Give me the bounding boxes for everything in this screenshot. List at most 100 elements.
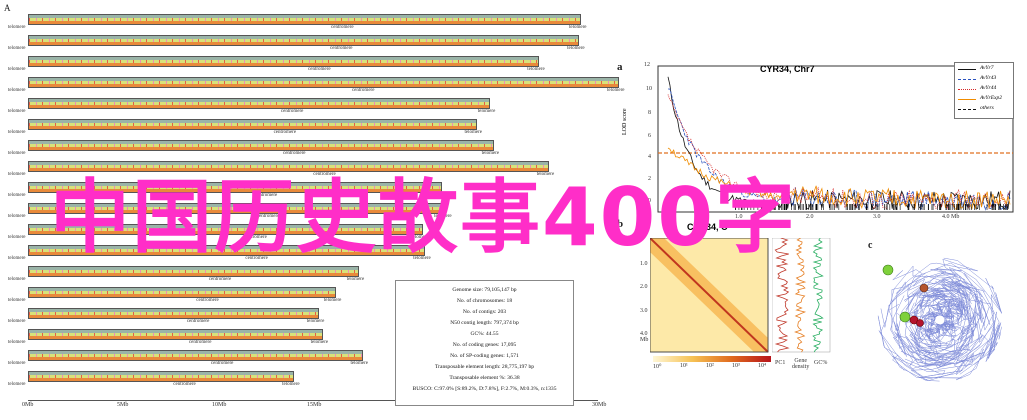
chromosome-bar (28, 287, 336, 298)
chromosome-bar (28, 161, 549, 172)
hic-heatmap (650, 238, 769, 353)
lod-ytick-0: 0 (648, 198, 651, 204)
lod-xtick-3: 3.0 (873, 214, 881, 220)
chromatin-strand (895, 258, 978, 294)
lod-rug (735, 204, 1008, 210)
chromatin-strand (927, 321, 956, 348)
chromosome-bar (28, 308, 319, 319)
chromatin-strand (936, 307, 990, 375)
chromatin-strand (918, 273, 958, 307)
genome-3d-structure (877, 257, 1002, 382)
track-gc (812, 238, 824, 353)
stat-contigs: No. of contigs: 203 (462, 309, 507, 315)
hic-tracks (772, 238, 831, 353)
lod-ytick-12: 12 (644, 62, 650, 68)
karyogram-x-tick: 30Mb (592, 402, 607, 408)
telomere-label: telomere (350, 361, 369, 366)
centromere-label: centromere (196, 298, 219, 303)
red-locus-2 (916, 319, 924, 327)
chromosome-bar (28, 182, 443, 193)
telomere-label: telomere (8, 67, 26, 72)
lod-trace-avyr7 (667, 76, 1011, 211)
lod-xtick-4: 4.0 Mb (942, 214, 960, 220)
telomere-label: telomere (481, 151, 500, 156)
karyogram-x-tick: 5Mb (117, 402, 129, 408)
stat-te-percent: Transposable element %: 36.38 (449, 375, 520, 381)
chromatin-strand (920, 328, 976, 367)
lod-ytick-4: 4 (648, 154, 651, 160)
hic-ytick-2: 2.0 (640, 284, 648, 290)
telomere-label: telomere (8, 109, 26, 114)
lod-score-plot (657, 65, 1014, 213)
lod-legend: AvYr7 AvYr43 AvYr44 AvYrExp2 others (954, 62, 1014, 119)
chromatin-strand (916, 336, 970, 363)
telomere-label: telomere (8, 235, 26, 240)
chromosome-bar (28, 119, 477, 130)
lod-ytick-8: 8 (648, 110, 651, 116)
chromatin-strand (922, 311, 940, 325)
chromatin-strand (908, 257, 1002, 313)
overlay-title-text: 中国历史故事400字 (50, 171, 797, 264)
chromatin-strand (958, 275, 995, 344)
telomere-label: telomere (8, 88, 26, 93)
stat-sp-genes: No. of SP-coding genes: 1,571 (450, 353, 519, 359)
hic-colorbar (653, 356, 771, 362)
hic-ytick-3: 3.0 (640, 308, 648, 314)
telomere-label: telomere (536, 172, 555, 177)
centromere-label: centromere (313, 172, 336, 177)
karyogram-x-tick: 15Mb (307, 402, 322, 408)
telomere-label: telomere (430, 193, 448, 198)
centromere-label: centromere (273, 130, 297, 135)
chromatin-strand (896, 333, 982, 367)
karyogram-x-axis (28, 400, 598, 401)
telomere-label: telomere (8, 25, 26, 30)
hic-ytick-4: 4.0 Mb (640, 331, 649, 343)
lod-ytick-2: 2 (648, 176, 651, 182)
chromatin-strand (943, 299, 970, 316)
centromere-label: centromere (208, 277, 232, 282)
telomere-label: telomere (569, 25, 587, 30)
genome-stats-box: Genome size: 79,105,147 bp No. of chromo… (395, 280, 574, 406)
chromosome-bar (28, 266, 359, 277)
track-pc1 (774, 238, 790, 353)
telomere-label: telomere (323, 298, 342, 303)
chromatin-strand (909, 311, 940, 342)
telomere-label: telomere (527, 67, 545, 72)
chromatin-strand (957, 288, 978, 351)
panel-label-c: c (868, 240, 873, 251)
hic-xtick-1: 10¹ (680, 363, 688, 369)
track-label-gene-density: Gene density (792, 358, 810, 370)
lod-y-label: LOD score (622, 108, 628, 136)
hic-title: CYR34, C (687, 222, 728, 232)
legend-avyr44: AvYr44 (980, 85, 997, 91)
chromatin-strand (931, 284, 965, 308)
chromatin-strand (926, 322, 965, 353)
panel-label-b: b (617, 218, 624, 230)
centromere-label: centromere (254, 193, 278, 198)
telomere-label: telomere (464, 130, 483, 135)
chromosome-bar (28, 140, 494, 151)
legend-avyr43: AvYr43 (980, 75, 997, 81)
chromatin-strand (913, 303, 943, 337)
centromere-label: centromere (331, 25, 354, 30)
chromatin-strand (948, 267, 991, 325)
chromatin-strand (985, 277, 1002, 359)
telomere-label: telomere (8, 46, 26, 51)
telomere-label: telomere (8, 319, 26, 324)
chromosome-bar (28, 77, 619, 88)
telomere-label: telomere (607, 88, 625, 93)
telomere-label: telomere (8, 214, 26, 219)
telomere-label: telomere (310, 340, 329, 345)
chromosome-bar (28, 329, 323, 340)
stat-genome-size: Genome size: 79,105,147 bp (452, 287, 517, 293)
chromatin-strand (904, 282, 929, 324)
centromere-label: centromere (188, 340, 212, 345)
legend-avyrexp2: AvYrExp2 (980, 95, 1002, 101)
telomere-label: telomere (8, 151, 26, 156)
lod-trace-avyrexp2 (667, 147, 1011, 210)
telomere-label: telomere (282, 382, 300, 387)
hic-xtick-3: 10³ (732, 363, 740, 369)
telomere-label: telomere (8, 172, 26, 177)
centromere-label: centromere (280, 109, 304, 114)
telomere-label: telomere (8, 277, 26, 282)
